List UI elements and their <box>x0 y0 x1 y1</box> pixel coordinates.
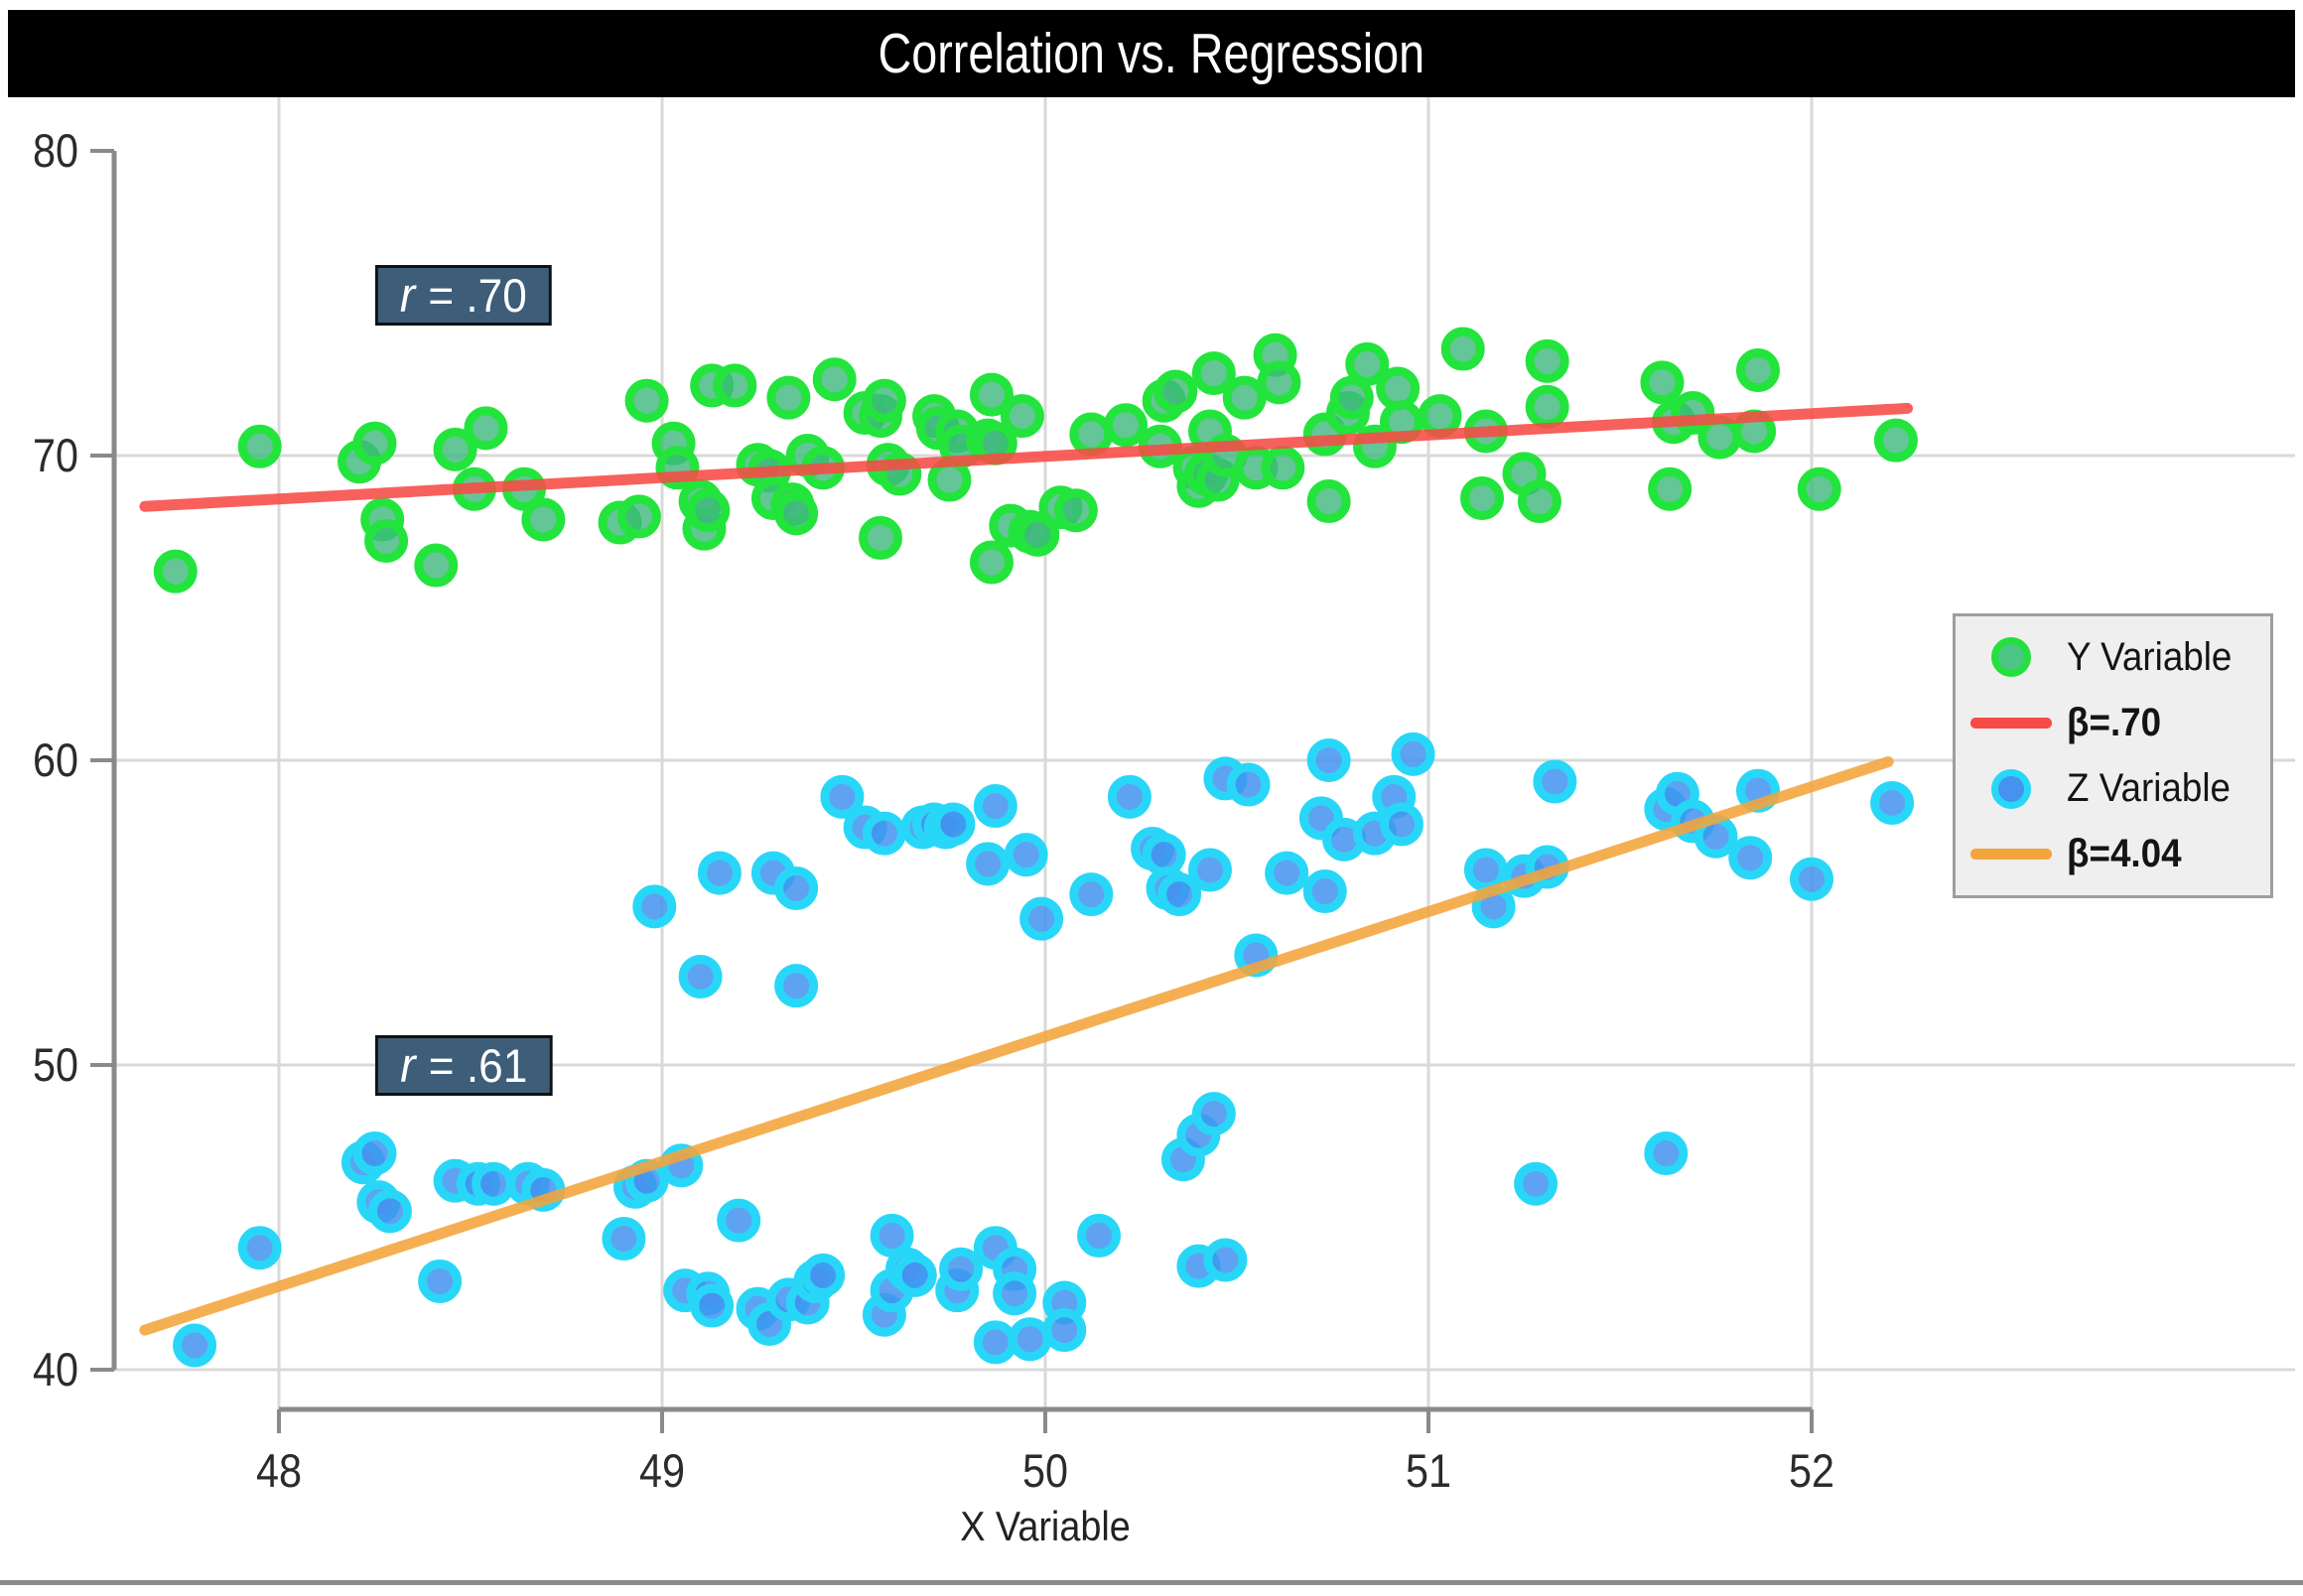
orange-line-icon <box>1970 849 2052 861</box>
svg-text:X Variable: X Variable <box>960 1504 1131 1549</box>
svg-text:80: 80 <box>33 126 78 178</box>
svg-text:50: 50 <box>33 1040 78 1092</box>
green-dot-icon <box>1991 637 2031 678</box>
legend-label: Z Variable <box>2067 766 2231 811</box>
legend-label: β=4.04 <box>2067 832 2182 876</box>
legend-label: Y Variable <box>2067 634 2233 679</box>
svg-text:60: 60 <box>33 735 78 787</box>
annotation-r-value: = .61 <box>428 1039 528 1092</box>
annotation-r-61: r = .61 <box>375 1035 553 1096</box>
title-bar: Correlation vs. Regression <box>8 10 2295 97</box>
legend-item-beta-404: β=4.04 <box>1956 824 2270 885</box>
red-line-icon <box>1970 717 2052 729</box>
svg-text:52: 52 <box>1789 1446 1834 1498</box>
svg-text:49: 49 <box>639 1446 685 1498</box>
svg-text:50: 50 <box>1022 1446 1068 1498</box>
svg-text:48: 48 <box>256 1446 302 1498</box>
svg-text:70: 70 <box>33 431 78 482</box>
regression-line-red <box>139 402 1913 512</box>
series-y-variable <box>153 327 1918 594</box>
chart-title: Correlation vs. Regression <box>878 22 1425 85</box>
annotation-r-value: = .70 <box>428 269 527 322</box>
svg-text:40: 40 <box>33 1345 78 1396</box>
regression-line-orange <box>139 756 1894 1336</box>
annotation-r-70: r = .70 <box>375 265 552 326</box>
blue-dot-icon <box>1991 768 2031 809</box>
svg-text:51: 51 <box>1406 1446 1451 1498</box>
legend: Y Variable β=.70 Z Variable β=4.04 <box>1953 613 2273 898</box>
annotation-r-symbol: r <box>400 1038 416 1093</box>
legend-item-beta-70: β=.70 <box>1956 692 2270 753</box>
annotation-r-symbol: r <box>399 268 416 323</box>
legend-label: β=.70 <box>2067 700 2162 744</box>
legend-item-y-variable: Y Variable <box>1956 626 2270 688</box>
legend-item-z-variable: Z Variable <box>1956 758 2270 820</box>
figure-bottom-border <box>0 1580 2303 1585</box>
